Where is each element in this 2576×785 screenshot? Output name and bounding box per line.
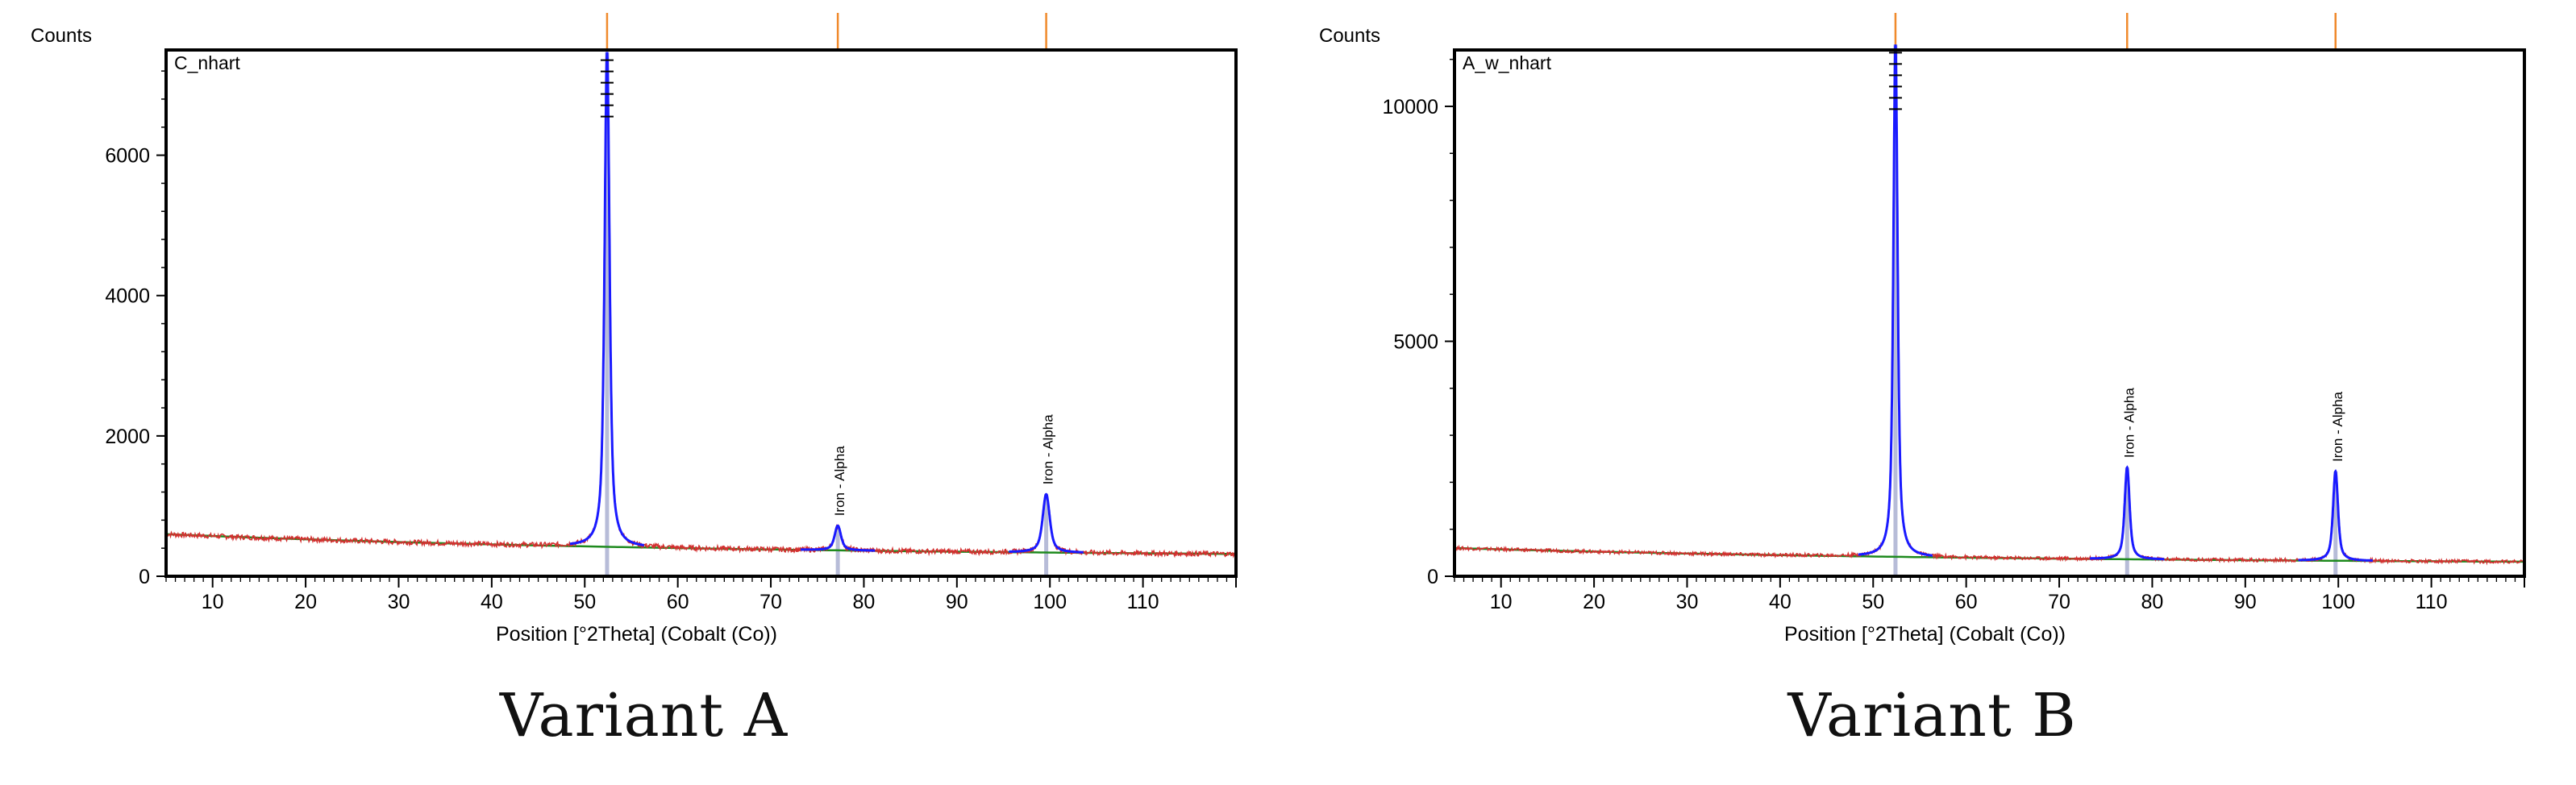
x-tick-label-0: 10 <box>1490 591 1513 613</box>
panel-variant-b: Counts Position [°2Theta] (Cobalt (Co)) 0 5… <box>1288 0 2576 785</box>
observed-data <box>1454 51 2524 566</box>
x-tick-label-2: 30 <box>388 591 410 613</box>
fit-profile-peak-1 <box>2090 465 2165 561</box>
x-tick-label-3: 40 <box>1769 591 1792 613</box>
x-tick-label-5: 60 <box>1955 591 1978 613</box>
y-tick-label-2: 4000 <box>105 285 150 308</box>
y-tick-label-0: 0 <box>1427 566 1438 588</box>
peak-label-2: Iron - Alpha <box>1041 414 1056 484</box>
x-tick-label-1: 20 <box>1583 591 1605 613</box>
x-tick-label-3: 40 <box>481 591 503 613</box>
x-tick-label-9: 100 <box>2321 591 2355 613</box>
x-tick-label-7: 80 <box>853 591 876 613</box>
observed-data <box>165 58 1236 559</box>
xrd-chart-variant-a: Counts Position [°2Theta] (Cobalt (Co)) 0 2… <box>31 13 1238 646</box>
y-tick-label-3: 6000 <box>105 145 150 168</box>
x-tick-label-1: 20 <box>294 591 317 613</box>
y-axis-label: Counts <box>1319 25 1380 47</box>
x-axis-label: Position [°2Theta] (Cobalt (Co)) <box>1784 623 2066 646</box>
x-tick-label-6: 70 <box>2048 591 2070 613</box>
x-tick-label-5: 60 <box>667 591 689 613</box>
fit-profile-peak-2 <box>2298 469 2373 562</box>
plot-frame <box>1453 48 2526 578</box>
x-tick-label-8: 90 <box>946 591 968 613</box>
variant-caption-b: Variant B <box>1787 681 2077 750</box>
x-tick-label-9: 100 <box>1033 591 1067 613</box>
sample-label: A_w_nhart <box>1463 52 1552 73</box>
y-tick-label-2: 10000 <box>1382 96 1438 118</box>
peak-label-1: Iron - Alpha <box>2121 388 2137 458</box>
x-axis-label: Position [°2Theta] (Cobalt (Co)) <box>496 623 777 646</box>
peak-label-2: Iron - Alpha <box>2330 391 2345 461</box>
x-tick-label-0: 10 <box>202 591 224 613</box>
sample-label: C_nhart <box>174 52 240 73</box>
panel-variant-a: Counts Position [°2Theta] (Cobalt (Co)) 0 2… <box>31 13 1238 750</box>
fit-profile-peak-0 <box>1858 44 1933 557</box>
xrd-chart-variant-b: Counts Position [°2Theta] (Cobalt (Co)) 0 5… <box>1319 13 2526 646</box>
x-tick-label-6: 70 <box>759 591 782 613</box>
y-tick-label-1: 2000 <box>105 426 150 448</box>
y-tick-label-1: 5000 <box>1393 330 1438 353</box>
x-tick-label-4: 50 <box>1862 591 1884 613</box>
variant-caption-a: Variant A <box>499 681 789 750</box>
fit-profile-peak-2 <box>1009 492 1084 554</box>
x-tick-label-4: 50 <box>573 591 596 613</box>
peak-label-1: Iron - Alpha <box>832 446 847 516</box>
x-tick-label-10: 110 <box>1127 591 1159 613</box>
plot-frame <box>164 48 1238 578</box>
fit-profile-peak-0 <box>569 52 645 546</box>
y-axis-label: Counts <box>31 25 92 47</box>
x-tick-label-10: 110 <box>2416 591 2448 613</box>
x-tick-label-2: 30 <box>1676 591 1699 613</box>
y-tick-label-0: 0 <box>139 566 150 588</box>
fit-profile-peak-1 <box>801 524 876 552</box>
x-tick-label-7: 80 <box>2141 591 2164 613</box>
x-tick-label-8: 90 <box>2234 591 2257 613</box>
